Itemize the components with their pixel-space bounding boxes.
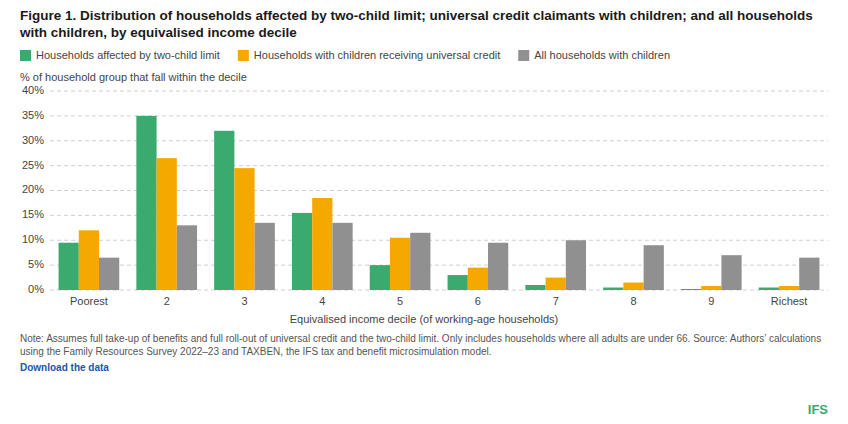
- grid-line: [50, 115, 828, 116]
- bar: [79, 230, 99, 290]
- x-tick-label: 5: [397, 295, 403, 307]
- y-tick-label: 30%: [22, 134, 44, 146]
- bars: [59, 116, 820, 290]
- bar: [488, 243, 508, 290]
- y-tick-label: 35%: [22, 109, 44, 121]
- bar: [234, 168, 254, 290]
- bar: [59, 243, 79, 290]
- bar: [370, 265, 390, 290]
- y-tick-label: 5%: [28, 258, 44, 270]
- bar: [410, 233, 430, 290]
- note: using the Family Resources Survey 2022–2…: [20, 346, 492, 357]
- legend-swatch: [518, 50, 529, 61]
- bar: [177, 225, 197, 290]
- bar: [644, 245, 664, 290]
- x-tick-label: 8: [630, 295, 636, 307]
- bar: [681, 289, 701, 290]
- x-tick-label: Poorest: [70, 295, 108, 307]
- title: Figure 1. Distribution of households aff…: [20, 8, 813, 23]
- y-tick-label: 0%: [28, 283, 44, 295]
- bar: [136, 116, 156, 290]
- x-tick-label: 9: [708, 295, 714, 307]
- bar: [759, 288, 779, 290]
- note: Note: Assumes full take-up of benefits a…: [20, 333, 821, 344]
- legend-swatch: [238, 50, 249, 61]
- legend-label: All households with children: [534, 49, 670, 61]
- y-tick-label: 10%: [22, 233, 44, 245]
- download-link: Download the data: [20, 362, 109, 373]
- legend-label: Households affected by two-child limit: [36, 49, 220, 61]
- bar: [546, 278, 566, 290]
- bar: [292, 213, 312, 290]
- bar: [779, 286, 799, 290]
- bar: [312, 198, 332, 290]
- y-tick-label: 15%: [22, 208, 44, 220]
- legend: Households affected by two-child limit Ho…: [20, 49, 670, 61]
- x-tick-label: 3: [241, 295, 247, 307]
- legend-label: Households with children receiving unive…: [254, 49, 500, 61]
- bar: [214, 131, 234, 290]
- y-tick-label: 40%: [22, 84, 44, 96]
- bar: [99, 258, 119, 290]
- grid-line: [50, 91, 828, 92]
- x-tick-label: 6: [475, 295, 481, 307]
- bar: [332, 223, 352, 290]
- x-tick-label: 7: [553, 295, 559, 307]
- bar: [799, 258, 819, 290]
- x-tick-label: 2: [164, 295, 170, 307]
- x-tick-label: Richest: [771, 295, 808, 307]
- bar: [623, 283, 643, 290]
- bar: [157, 158, 177, 290]
- bar: [701, 286, 721, 290]
- y-axis-label: % of household group that fall within th…: [20, 71, 247, 83]
- bar: [603, 288, 623, 290]
- bar: [255, 223, 275, 290]
- y-tick-label: 20%: [22, 183, 44, 195]
- bar: [525, 285, 545, 290]
- x-tick-label: 4: [319, 295, 325, 307]
- bar: [448, 275, 468, 290]
- title: with children, by equivalised income dec…: [19, 25, 297, 40]
- bar: [566, 240, 586, 290]
- logo-text: IFS: [808, 402, 829, 417]
- bar: [721, 255, 741, 290]
- bar: [468, 268, 488, 290]
- legend-swatch: [20, 50, 31, 61]
- chart: Figure 1. Distribution of households aff…: [0, 0, 848, 424]
- y-axis: 0% 5% 10% 15% 20% 25% 30% 35% 40%: [22, 84, 828, 295]
- bar: [390, 238, 410, 290]
- y-tick-label: 25%: [22, 159, 44, 171]
- x-axis-label: Equivalised income decile (of working-ag…: [290, 313, 558, 325]
- grid-line: [50, 140, 828, 141]
- x-axis: Poorest 2 3 4 5 6 7 8 9 Richest: [70, 295, 808, 307]
